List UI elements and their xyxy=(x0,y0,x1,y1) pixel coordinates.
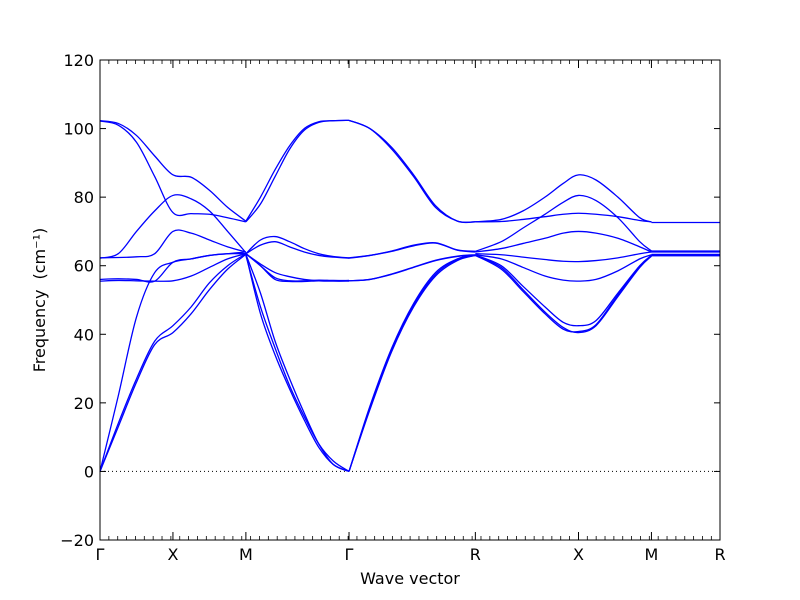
band-line-22 xyxy=(348,241,476,259)
band-line-6 xyxy=(99,194,247,259)
band-line-1 xyxy=(99,253,247,472)
y-tick-label-5: 80 xyxy=(74,188,94,207)
band-line-32 xyxy=(475,251,652,263)
band-line-15 xyxy=(245,253,350,282)
x-tick-label-1: X xyxy=(167,545,178,564)
y-tick-label-2: 20 xyxy=(74,394,94,413)
band-line-0 xyxy=(99,253,247,472)
band-line-29 xyxy=(475,212,652,223)
band-line-18 xyxy=(245,254,350,473)
x-tick-label-4: R xyxy=(470,545,481,564)
band-line-24 xyxy=(348,254,476,282)
band-line-4 xyxy=(99,252,246,283)
band-line-33 xyxy=(475,254,652,282)
x-tick-label-6: M xyxy=(645,545,659,564)
band-line-17 xyxy=(245,255,350,472)
band-line-30 xyxy=(475,194,652,252)
band-line-8 xyxy=(99,120,247,222)
x-tick-label-5: X xyxy=(573,545,584,564)
band-line-28 xyxy=(475,174,652,223)
band-line-20 xyxy=(348,119,476,224)
band-line-27 xyxy=(348,254,476,472)
x-minor-ticks xyxy=(108,60,712,540)
band-line-36 xyxy=(475,254,652,333)
y-axis-label-unit: (cm⁻¹) xyxy=(30,228,49,280)
band-line-31 xyxy=(475,230,652,253)
band-line-11 xyxy=(245,235,350,259)
x-tick-label-2: M xyxy=(239,545,253,564)
band-line-12 xyxy=(245,241,350,259)
y-axis-ticks: −20 0 20 40 60 80 100 120 xyxy=(60,51,720,550)
band-line-10 xyxy=(245,119,350,223)
y-tick-label-4: 60 xyxy=(74,257,94,276)
x-tick-label-0: Γ xyxy=(96,545,105,564)
x-axis-label: Wave vector xyxy=(360,569,460,588)
band-line-34 xyxy=(475,254,652,327)
y-axis-label-text: Frequency xyxy=(30,290,49,373)
y-axis-label: Frequency (cm⁻¹) xyxy=(30,228,49,372)
x-tick-label-3: Γ xyxy=(345,545,354,564)
band-line-3 xyxy=(99,253,247,282)
y-tick-label-6: 100 xyxy=(63,120,94,139)
band-line-7 xyxy=(99,120,247,223)
y-tick-label-1: 0 xyxy=(84,462,94,481)
y-tick-label-0: −20 xyxy=(60,531,94,550)
x-tick-label-7: R xyxy=(714,545,725,564)
band-line-5 xyxy=(99,229,247,259)
y-tick-label-7: 120 xyxy=(63,51,94,70)
plot-background xyxy=(100,60,720,540)
y-tick-label-3: 40 xyxy=(74,325,94,344)
band-lines xyxy=(99,119,720,473)
